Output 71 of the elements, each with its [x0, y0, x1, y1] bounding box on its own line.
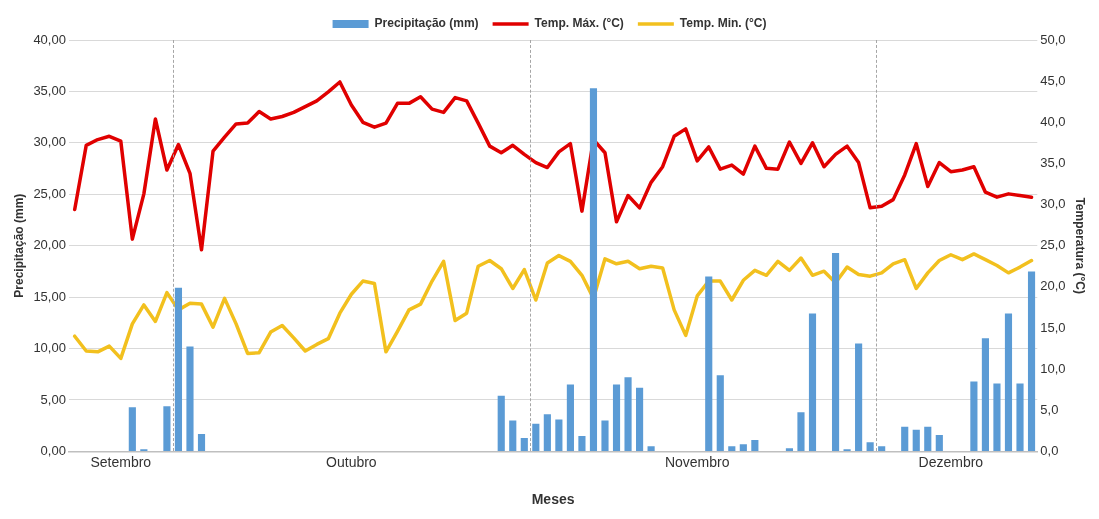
bar	[808, 313, 817, 451]
bar	[739, 444, 747, 451]
bar	[901, 426, 909, 451]
y-tick-label: 0,00	[40, 442, 66, 458]
y2-axis-title: Temperatura (°C)	[1073, 197, 1088, 294]
y2-tick-label: 15,0	[1040, 319, 1066, 335]
bar	[532, 423, 540, 451]
bar	[197, 433, 206, 451]
bar	[1004, 313, 1013, 451]
y-tick-label: 20,00	[33, 237, 66, 253]
bar	[981, 338, 989, 451]
bar	[705, 276, 713, 451]
y2-tick-label: 45,0	[1040, 72, 1066, 88]
bar	[497, 395, 505, 451]
bar	[935, 434, 943, 451]
y2-tick-label: 10,0	[1040, 360, 1066, 376]
y2-tick-label: 50,0	[1040, 31, 1066, 47]
bar	[924, 426, 932, 451]
x-tick-label: Setembro	[90, 453, 152, 470]
bar	[970, 381, 978, 451]
x-tick-label: Outubro	[326, 453, 377, 470]
bar	[186, 346, 194, 451]
bar	[878, 446, 886, 451]
y2-tick-label: 5,0	[1040, 401, 1059, 417]
bar	[601, 420, 609, 451]
y-tick-label: 30,00	[33, 134, 66, 150]
bar	[624, 377, 632, 451]
y-tick-label: 35,00	[33, 83, 66, 98]
x-tick-label: Novembro	[664, 453, 730, 470]
bar	[785, 448, 794, 451]
legend-label: Temp. Máx. (°C)	[534, 16, 624, 31]
bar	[578, 435, 586, 451]
y-tick-label: 15,00	[33, 288, 66, 304]
bar	[612, 384, 621, 451]
bar	[174, 287, 183, 451]
y2-tick-label: 20,0	[1040, 278, 1066, 294]
bar	[855, 343, 863, 451]
x-axis-title: Meses	[531, 491, 575, 508]
bar	[866, 442, 874, 451]
y-tick-label: 40,00	[33, 31, 66, 47]
bar	[589, 88, 598, 451]
y-tick-label: 25,00	[33, 185, 66, 201]
bar	[831, 252, 840, 451]
bar	[912, 429, 920, 451]
bar	[520, 438, 528, 451]
bar	[543, 414, 551, 451]
y2-tick-label: 30,0	[1040, 196, 1066, 212]
y-tick-label: 10,00	[33, 340, 66, 356]
bar	[163, 406, 171, 451]
y-axis-title: Precipitação (mm)	[11, 193, 26, 298]
bar	[993, 383, 1001, 451]
bar	[728, 446, 736, 451]
bar	[566, 384, 574, 451]
y2-tick-label: 25,0	[1040, 237, 1066, 253]
y2-tick-label: 40,0	[1040, 113, 1066, 129]
bar	[751, 440, 759, 451]
bar	[716, 375, 724, 451]
legend-label: Temp. Min. (°C)	[679, 16, 767, 31]
bar	[647, 446, 655, 451]
bar	[797, 412, 805, 451]
bar	[1027, 271, 1036, 451]
bar	[555, 419, 563, 451]
bar	[509, 420, 517, 451]
y-tick-label: 5,00	[40, 391, 66, 407]
bar	[636, 387, 644, 451]
y2-tick-label: 0,0	[1040, 442, 1059, 458]
legend-label: Precipitação (mm)	[374, 16, 479, 31]
bar	[128, 407, 136, 451]
x-tick-label: Dezembro	[918, 453, 984, 470]
y2-tick-label: 35,0	[1040, 155, 1066, 170]
bar	[1016, 383, 1024, 451]
